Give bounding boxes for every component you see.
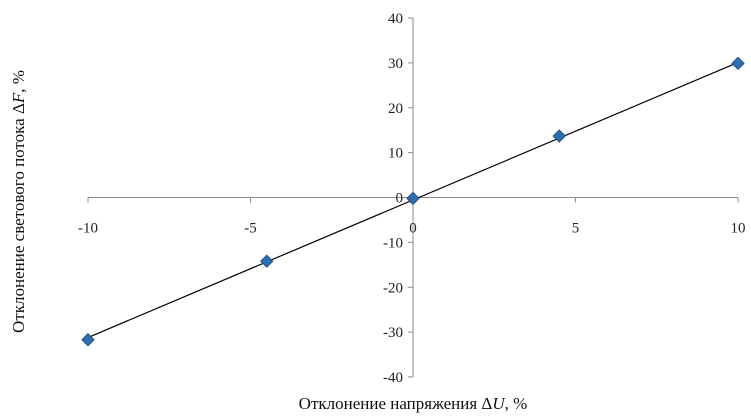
y-axis-title: Отклонение светового потока ΔF, % (9, 70, 28, 333)
x-tick-label: -10 (78, 221, 98, 237)
x-tick-label: 5 (572, 221, 580, 237)
data-point (81, 333, 95, 347)
x-tick-label: 0 (409, 221, 417, 237)
data-point (260, 254, 274, 268)
y-tick-label: -30 (383, 325, 403, 341)
y-tick-label: 10 (388, 146, 403, 162)
data-points-layer (81, 56, 745, 347)
y-tick-label: -20 (383, 280, 403, 296)
y-tick-label: 30 (388, 56, 403, 72)
y-tick-label: 40 (388, 11, 403, 27)
data-point (552, 129, 566, 143)
axes: -10 -5 0 5 10 40 30 20 10 0 -10 -20 -30 -40 (78, 11, 746, 386)
data-point (731, 56, 745, 71)
y-tick-label: 0 (396, 191, 404, 207)
y-tick-label: -40 (383, 370, 403, 386)
x-tick-label: 10 (731, 221, 746, 237)
x-axis-title: Отклонение напряжения ΔU, % (299, 394, 528, 413)
y-tick-label: 20 (388, 101, 403, 117)
data-point (406, 191, 420, 206)
x-tick-label: -5 (244, 221, 257, 237)
y-tick-label: -10 (383, 235, 403, 251)
